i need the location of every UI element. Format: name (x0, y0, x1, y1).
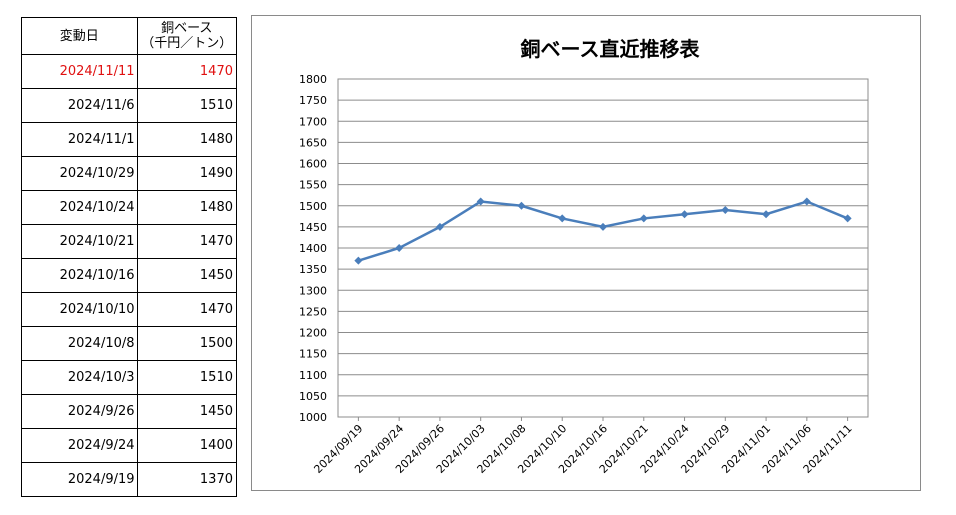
y-tick-label: 1800 (299, 73, 327, 86)
data-point (843, 214, 852, 223)
y-tick-label: 1150 (299, 348, 327, 361)
header-value-line2: （千円／トン） (141, 36, 233, 51)
y-tick-label: 1050 (299, 390, 327, 403)
y-tick-label: 1450 (299, 221, 327, 234)
y-tick-label: 1600 (299, 158, 327, 171)
y-tick-label: 1650 (299, 136, 327, 149)
row-value: 1500 (136, 326, 238, 361)
row-value: 1480 (136, 122, 238, 157)
y-tick-label: 1700 (299, 115, 327, 128)
row-date: 2024/11/6 (21, 88, 138, 123)
header-value-line1: 銅ベース (161, 21, 213, 36)
row-date: 2024/9/19 (21, 462, 138, 497)
row-date: 2024/9/24 (21, 428, 138, 463)
row-date: 2024/10/10 (21, 292, 138, 327)
row-date: 2024/11/1 (21, 122, 138, 157)
row-date: 2024/10/29 (21, 156, 138, 191)
header-date: 変動日 (21, 17, 138, 55)
row-value: 1510 (136, 88, 238, 123)
y-tick-label: 1300 (299, 284, 327, 297)
table-row: 2024/10/8 1500 (21, 326, 238, 361)
table-row: 2024/10/3 1510 (21, 360, 238, 395)
row-date: 2024/10/3 (21, 360, 138, 395)
row-value: 1480 (136, 190, 238, 225)
row-value: 1490 (136, 156, 238, 191)
row-value: 1470 (136, 292, 238, 327)
table-row: 2024/10/24 1480 (21, 190, 238, 225)
row-date: 2024/11/11 (21, 54, 138, 89)
row-value: 1400 (136, 428, 238, 463)
data-point (517, 201, 526, 210)
row-date: 2024/10/24 (21, 190, 138, 225)
table-body: 2024/11/11 1470 2024/11/6 1510 2024/11/1 1480… (21, 54, 238, 497)
table-row: 2024/10/10 1470 (21, 292, 238, 327)
table-header-row: 変動日 銅ベース （千円／トン） (21, 17, 238, 55)
data-point (762, 210, 771, 219)
series-line (358, 200, 849, 262)
data-point (802, 197, 811, 206)
y-tick-label: 1400 (299, 242, 327, 255)
y-tick-label: 1500 (299, 200, 327, 213)
chart-title: 銅ベース直近推移表 (521, 37, 701, 61)
table-row: 2024/9/26 1450 (21, 394, 238, 429)
data-point (435, 222, 444, 231)
table-row: 2024/10/21 1470 (21, 224, 238, 259)
data-point (599, 222, 607, 231)
y-tick-label: 1550 (299, 179, 327, 192)
data-point (721, 205, 730, 214)
price-table: 変動日 銅ベース （千円／トン） 2024/11/11 1470 2024/11/6… (21, 17, 238, 497)
y-tick-label: 1000 (299, 411, 327, 424)
data-point (558, 214, 567, 223)
row-value: 1470 (136, 54, 238, 89)
y-tick-label: 1200 (299, 327, 327, 340)
table-row: 2024/10/29 1490 (21, 156, 238, 191)
header-value: 銅ベース （千円／トン） (136, 17, 238, 55)
table-row: 2024/9/24 1400 (21, 428, 238, 463)
y-tick-label: 1100 (299, 369, 327, 382)
table-row: 2024/10/16 1450 (21, 258, 238, 293)
row-value: 1470 (136, 224, 238, 259)
table-row: 2024/9/19 1370 (21, 462, 238, 497)
table-row: 2024/11/11 1470 (21, 54, 238, 89)
line-chart: 銅ベース直近推移表 1000 1050 1100 1150 1200 1250 1300 135… (299, 37, 869, 476)
data-point (639, 214, 648, 223)
row-value: 1450 (136, 258, 238, 293)
y-tick-label: 1250 (299, 305, 327, 318)
row-date: 2024/9/26 (21, 394, 138, 429)
row-value: 1450 (136, 394, 238, 429)
row-date: 2024/10/8 (21, 326, 138, 361)
table-row: 2024/11/1 1480 (21, 122, 238, 157)
data-point (395, 244, 404, 252)
data-point (476, 197, 485, 206)
row-value: 1370 (136, 462, 238, 497)
data-point (680, 210, 689, 219)
table-row: 2024/11/6 1510 (21, 88, 238, 123)
chart-area: 銅ベース直近推移表 1000 1050 1100 1150 1200 1250 1300 135… (251, 15, 921, 491)
row-date: 2024/10/16 (21, 258, 138, 293)
y-tick-label: 1750 (299, 94, 327, 107)
row-date: 2024/10/21 (21, 224, 138, 259)
y-tick-label: 1350 (299, 263, 327, 276)
row-value: 1510 (136, 360, 238, 395)
data-point (354, 256, 363, 265)
